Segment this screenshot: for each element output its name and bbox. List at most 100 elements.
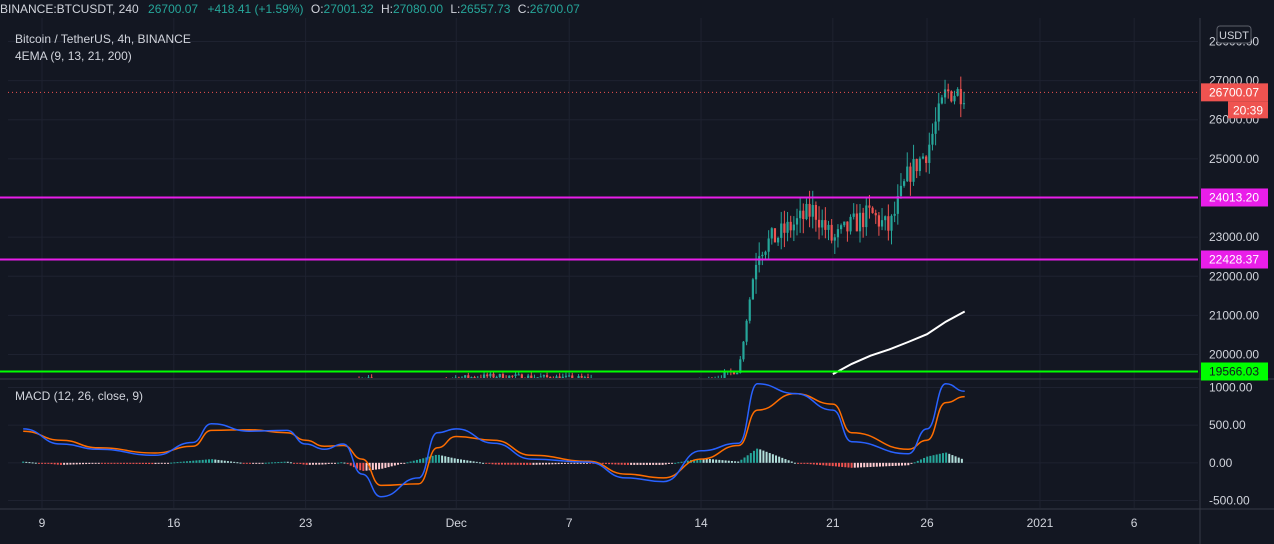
candle-body: [479, 377, 483, 378]
histogram-bar: [393, 462, 396, 466]
candle-body: [476, 377, 479, 378]
histogram-bar: [135, 462, 138, 464]
candle-body: [827, 224, 830, 230]
candle-body: [836, 229, 840, 238]
histogram-bar: [230, 461, 233, 463]
macd-pane[interactable]: [22, 383, 965, 498]
histogram-bar: [359, 462, 362, 471]
chart-title: Bitcoin / TetherUS, 4h, BINANCE: [15, 32, 191, 46]
candle-body: [877, 215, 880, 227]
histogram-bar: [708, 459, 711, 463]
candle-body: [498, 374, 501, 378]
open-value: 27001.32: [323, 2, 374, 16]
histogram-bar: [434, 454, 437, 463]
candle-body: [761, 254, 764, 257]
histogram-bar: [252, 462, 255, 464]
chart-canvas[interactable]: 20000.0021000.0022000.0023000.0024000.00…: [0, 18, 1274, 544]
histogram-bar: [894, 462, 897, 466]
histogram-bar: [910, 462, 913, 464]
histogram-bar: [239, 462, 242, 464]
histogram-bar: [567, 462, 570, 464]
histogram-bar: [721, 460, 724, 463]
candle-body: [918, 158, 921, 172]
histogram-bar: [901, 462, 904, 466]
histogram-bar: [340, 462, 343, 464]
low-value: 26557.73: [460, 2, 511, 16]
histogram-bar: [875, 462, 878, 467]
signal-line: [23, 392, 965, 487]
price-tick-label: 21000.00: [1209, 308, 1259, 322]
candle-body: [862, 212, 865, 228]
candle-body: [783, 223, 786, 233]
level-label-box: [1201, 188, 1268, 207]
histogram-bar: [447, 456, 450, 463]
histogram-bar: [97, 462, 100, 464]
time-tick-label: 16: [167, 516, 181, 530]
candle-body: [370, 377, 373, 378]
candle-body: [495, 377, 498, 378]
histogram-bar: [677, 462, 680, 464]
histogram-bar: [749, 453, 752, 463]
histogram-bar: [59, 462, 62, 465]
candle-body: [943, 89, 947, 98]
candle-body: [896, 196, 899, 214]
histogram-bar: [50, 462, 53, 465]
candle-body: [748, 299, 751, 321]
histogram-bar: [220, 460, 223, 463]
histogram-bar: [195, 460, 198, 463]
histogram-bar: [378, 462, 381, 470]
histogram-bar: [771, 454, 774, 463]
price-tick-label: 25000.00: [1209, 152, 1259, 166]
candle-body: [777, 237, 780, 243]
histogram-bar: [519, 462, 522, 465]
histogram-bar: [129, 462, 132, 464]
candle-body: [937, 103, 940, 122]
last-price-label-box: [1201, 83, 1268, 102]
price-pane[interactable]: [0, 76, 1198, 387]
histogram-bar: [645, 462, 648, 465]
candle-body: [577, 376, 580, 378]
histogram-bar: [466, 460, 469, 463]
indicator-legend[interactable]: 4EMA (9, 13, 21, 200): [15, 49, 132, 63]
level-label-box: [1201, 362, 1268, 381]
histogram-bar: [485, 462, 488, 464]
level-label: 19566.03: [1209, 365, 1259, 379]
price-change: +418.41 (+1.59%): [207, 2, 304, 16]
histogram-bar: [541, 462, 544, 465]
histogram-bar: [415, 459, 418, 463]
candle-body: [940, 97, 943, 104]
histogram-bar: [403, 462, 406, 464]
candle-body: [947, 89, 950, 92]
candle-body: [482, 374, 486, 378]
candle-body: [558, 376, 561, 378]
histogram-bar: [56, 462, 59, 465]
symbol-label[interactable]: BINANCE:BTCUSDT, 240: [0, 2, 139, 16]
candle-body: [583, 377, 586, 378]
last-price: 26700.07: [148, 2, 199, 16]
candle-body: [921, 156, 925, 159]
histogram-bar: [806, 462, 809, 464]
time-tick-label: 9: [39, 516, 46, 530]
candle-body: [751, 279, 754, 300]
histogram-bar: [422, 458, 425, 463]
histogram-bar: [960, 458, 963, 463]
histogram-bar: [863, 462, 866, 468]
histogram-bar: [775, 455, 778, 463]
histogram-bar: [478, 462, 481, 464]
histogram-bar: [44, 462, 47, 464]
candle-body: [714, 379, 716, 381]
candle-body: [492, 373, 495, 378]
histogram-bar: [494, 462, 497, 465]
candle-body: [871, 207, 874, 214]
macd-legend[interactable]: MACD (12, 26, close, 9): [15, 389, 144, 403]
histogram-bar: [69, 462, 72, 465]
candle-body: [457, 377, 460, 378]
histogram-bar: [100, 462, 103, 464]
histogram-bar: [41, 462, 44, 464]
histogram-bar: [362, 462, 365, 471]
histogram-bar: [453, 458, 456, 463]
histogram-bar: [834, 462, 837, 467]
macd-tick-label: 1000.00: [1209, 381, 1253, 395]
histogram-bar: [163, 462, 166, 464]
